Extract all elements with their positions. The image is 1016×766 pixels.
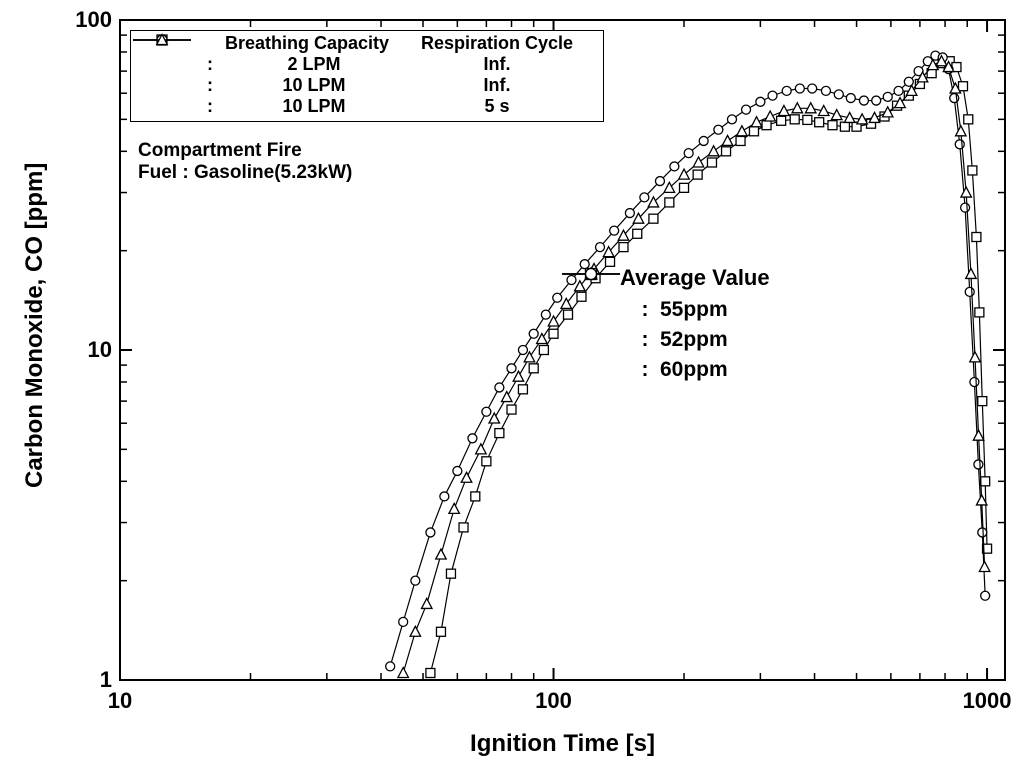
legend-breathing-capacity: 10 LPM (221, 96, 407, 117)
legend-breathing-capacity: 10 LPM (221, 75, 407, 96)
y-axis-title: Carbon Monoxide, CO [ppm] (21, 188, 49, 488)
average-value-row: :60ppm (560, 355, 770, 385)
y-tick-label: 100 (75, 7, 112, 33)
legend-colon: : (207, 54, 221, 75)
chart-container: Carbon Monoxide, CO [ppm] Ignition Time … (0, 0, 1016, 766)
average-value: 60ppm (660, 358, 728, 382)
chart-annotation: Compartment FireFuel : Gasoline(5.23kW) (138, 140, 352, 184)
legend-colon: : (207, 96, 221, 117)
legend-breathing-capacity: 2 LPM (221, 54, 407, 75)
x-tick-label: 100 (529, 688, 579, 714)
average-value: 55ppm (660, 298, 728, 322)
legend-colon: : (207, 75, 221, 96)
average-value-row: :52ppm (560, 325, 770, 355)
average-values-box: Average Value :55ppm:52ppm:60ppm (560, 265, 770, 385)
average-value-row: :55ppm (560, 295, 770, 325)
legend-respiration-cycle: Inf. (407, 54, 587, 75)
avg-colon: : (630, 328, 660, 352)
y-tick-label: 1 (100, 667, 112, 693)
legend-row: :2 LPMInf. (137, 54, 597, 75)
annotation-line: Fuel : Gasoline(5.23kW) (138, 162, 352, 184)
legend-box: Breathing Capacity Respiration Cycle :2 … (130, 30, 604, 122)
avg-colon: : (630, 358, 660, 382)
y-tick-label: 10 (88, 337, 112, 363)
legend-col2-title: Respiration Cycle (407, 33, 587, 54)
legend-row: :10 LPMInf. (137, 75, 597, 96)
average-value: 52ppm (660, 328, 728, 352)
legend-col1-title: Breathing Capacity (207, 33, 407, 54)
x-tick-label: 1000 (962, 688, 1012, 714)
average-values-title: Average Value (620, 265, 770, 291)
annotation-line: Compartment Fire (138, 140, 352, 162)
x-axis-title: Ignition Time [s] (470, 730, 655, 758)
avg-colon: : (630, 298, 660, 322)
legend-respiration-cycle: Inf. (407, 75, 587, 96)
legend-row: :10 LPM5 s (137, 96, 597, 117)
legend-respiration-cycle: 5 s (407, 96, 587, 117)
legend-header: Breathing Capacity Respiration Cycle (137, 33, 597, 54)
